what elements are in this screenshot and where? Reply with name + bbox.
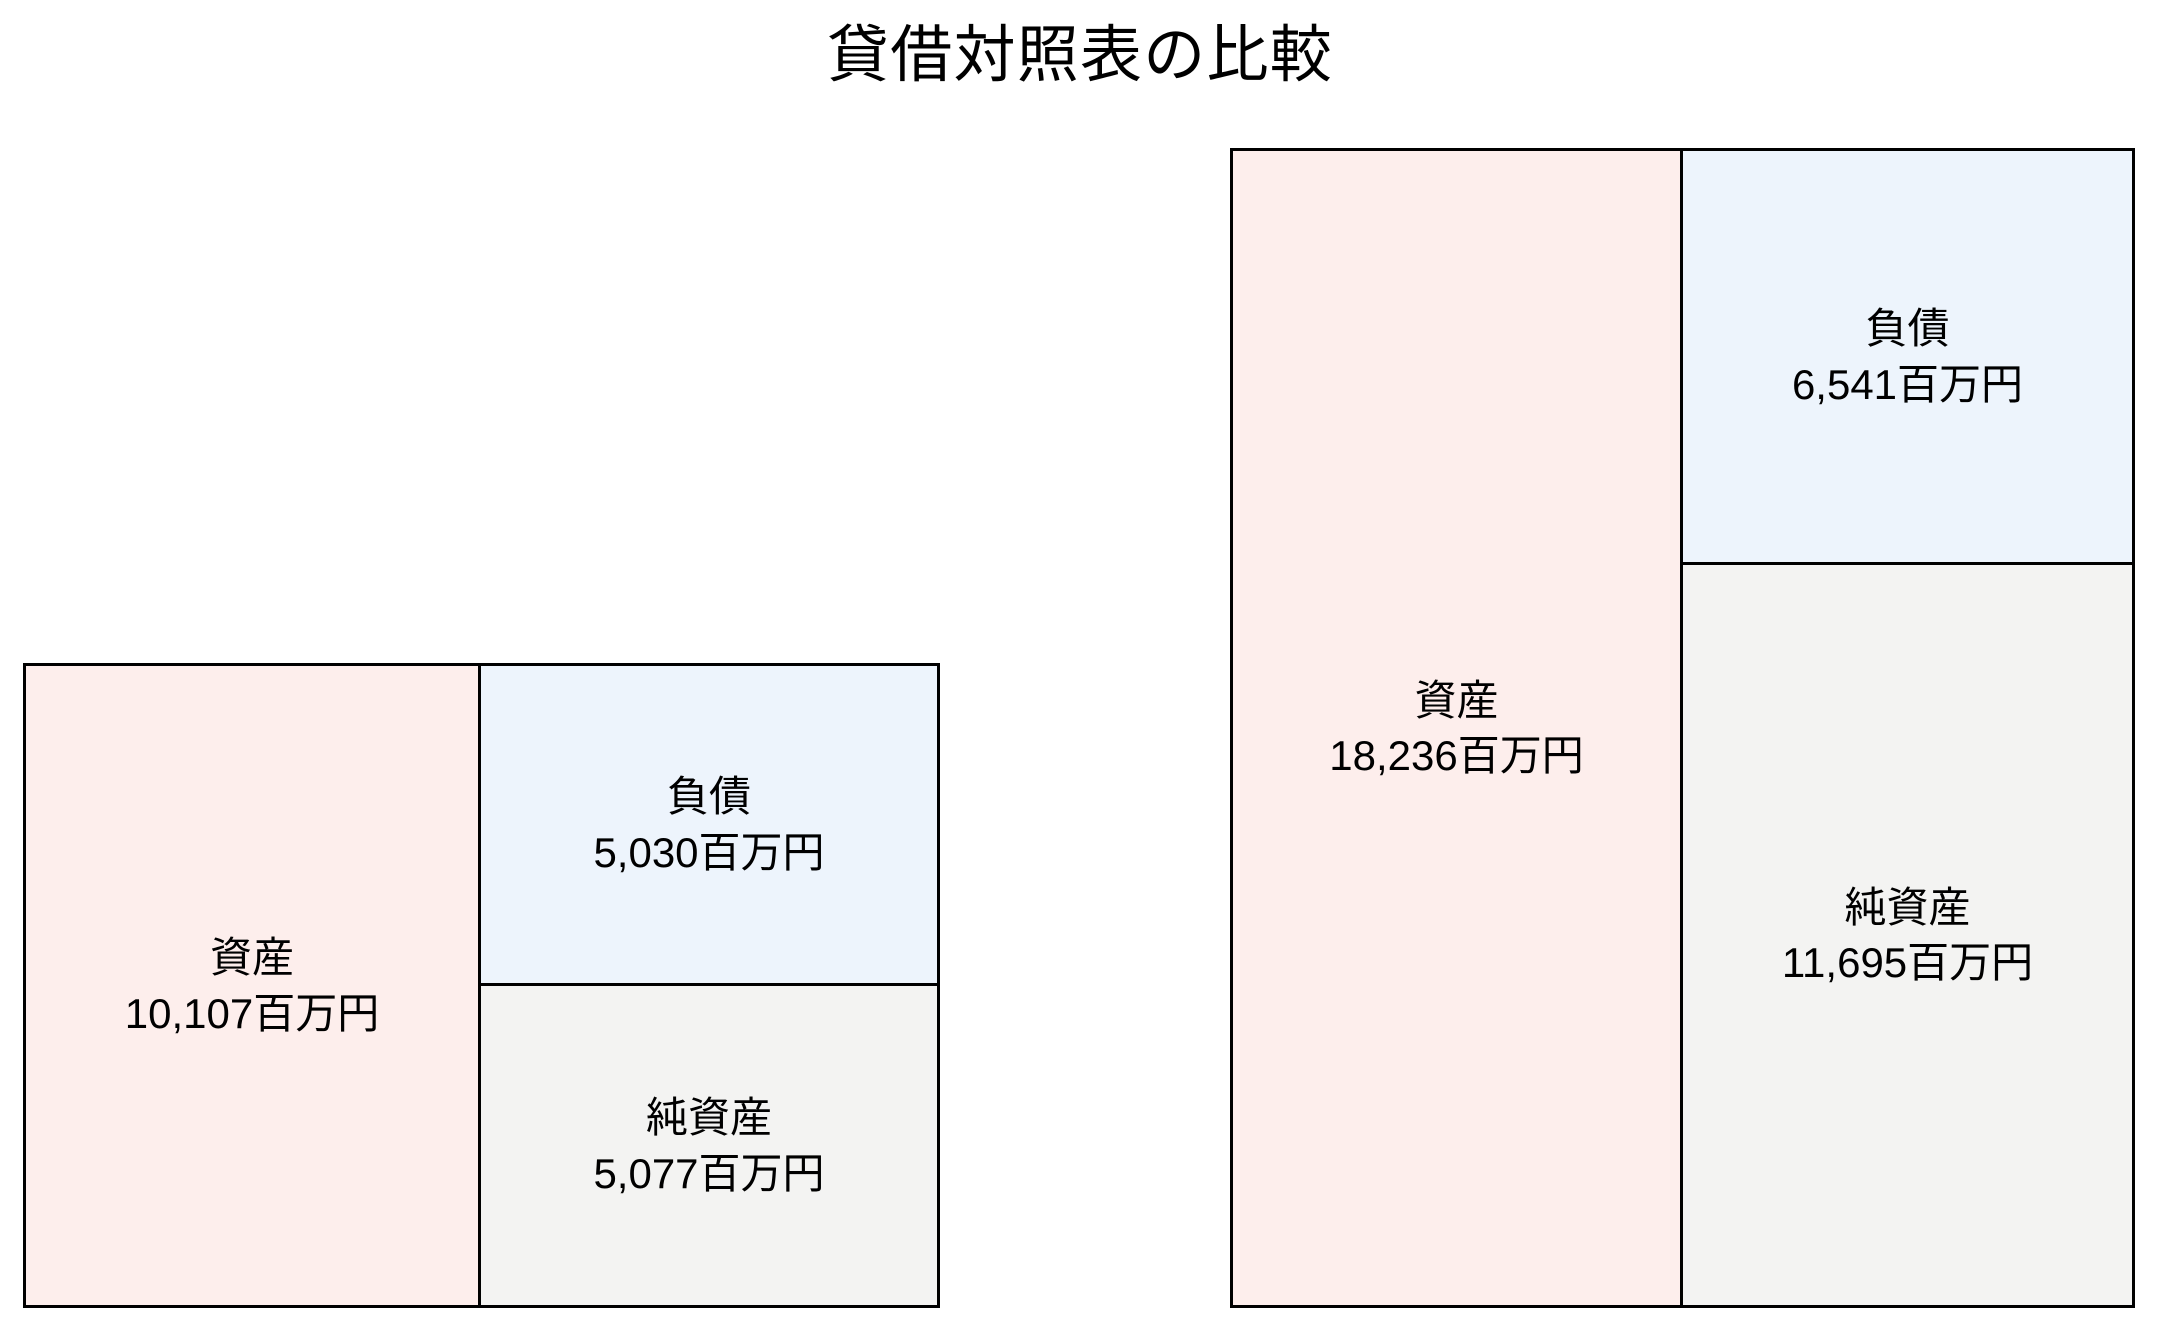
before-liability-label: 負債 5,030百万円 [593,769,824,880]
balance-sheet-group-before: 資産 10,107百万円 負債 5,030百万円 純資産 5,077百万円 [23,663,940,1308]
before-asset-label: 資産 10,107百万円 [125,930,379,1041]
after-asset-box: 資産 18,236百万円 [1230,148,1683,1308]
after-netassets-name: 純資産 [1844,883,1971,931]
balance-sheet-group-after: 資産 18,236百万円 負債 6,541百万円 純資産 11,695百万円 [1230,148,2135,1308]
before-netassets-box: 純資産 5,077百万円 [478,983,940,1308]
before-asset-box: 資産 10,107百万円 [23,663,481,1308]
after-asset-label: 資産 18,236百万円 [1329,673,1583,784]
chart-title: 貸借対照表の比較 [827,21,1333,90]
before-netassets-name: 純資産 [645,1094,772,1142]
before-asset-value: 10,107百万円 [124,989,380,1037]
after-liability-value: 6,541百万円 [1791,360,2024,408]
before-netassets-value: 5,077百万円 [593,1149,825,1197]
after-netassets-label: 純資産 11,695百万円 [1782,880,2033,991]
after-netassets-box: 純資産 11,695百万円 [1680,562,2135,1308]
before-liability-box: 負債 5,030百万円 [478,663,940,986]
after-liability-label: 負債 6,541百万円 [1792,301,2023,412]
after-asset-value: 18,236百万円 [1329,732,1584,779]
before-netassets-label: 純資産 5,077百万円 [593,1090,824,1201]
after-asset-name: 資産 [1414,676,1499,724]
before-liability-value: 5,030百万円 [593,828,825,876]
after-netassets-value: 11,695百万円 [1781,939,2034,986]
after-liability-box: 負債 6,541百万円 [1680,148,2135,565]
before-liability-name: 負債 [666,773,751,821]
before-asset-name: 資産 [209,934,294,982]
after-liability-name: 負債 [1865,305,1950,353]
